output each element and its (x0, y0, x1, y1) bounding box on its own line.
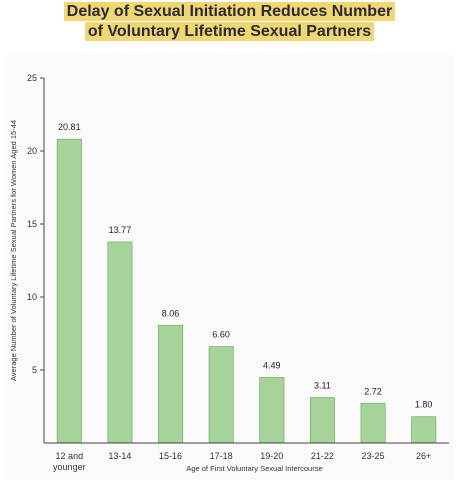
bar-value-label: 2.72 (364, 386, 382, 396)
chart-title-line-1: Delay of Sexual Initiation Reduces Numbe… (63, 2, 396, 21)
x-tick-labels: 12 and younger 13-14 15-16 17-18 19-20 21-22 23… (53, 451, 431, 472)
x-tick-label: 12 and younger (53, 451, 86, 472)
y-axis-ticks: 5 10 15 20 25 (27, 73, 44, 375)
bars (56, 138, 437, 444)
bar (107, 241, 133, 444)
x-tick-label: 15-16 (159, 451, 182, 461)
x-tick-label: 23-25 (362, 451, 385, 461)
bar-value-label: 8.06 (162, 308, 180, 318)
bar-value-label: 4.49 (263, 360, 281, 370)
x-tick-label: 17-18 (210, 451, 233, 461)
bar (309, 397, 335, 444)
bar (158, 324, 184, 444)
bar (360, 402, 386, 444)
bar-value-label: 6.60 (212, 330, 230, 340)
y-tick-label: 20 (27, 146, 37, 156)
y-tick-label: 10 (27, 292, 37, 302)
bar (411, 416, 437, 444)
y-axis-label: Average Number of Voluntary Lifetime Sex… (9, 120, 18, 381)
chart-title-line-2: of Voluntary Lifetime Sexual Partners (84, 22, 375, 41)
x-tick-label: 13-14 (108, 451, 131, 461)
bar-value-label: 1.80 (415, 400, 433, 410)
bar (259, 377, 285, 444)
y-tick-label: 25 (27, 73, 37, 83)
value-labels: 20.81 13.77 8.06 6.60 4.49 3.11 2.72 1.80 (58, 122, 432, 410)
x-tick-label: 19-20 (260, 451, 283, 461)
bar (56, 138, 82, 444)
bar-value-label: 3.11 (314, 381, 331, 391)
x-tick-label: 21-22 (311, 451, 334, 461)
x-axis-label: Age of First Voluntary Sexual Intercours… (186, 464, 322, 473)
bar (208, 346, 234, 444)
bar-value-label: 20.81 (58, 122, 81, 132)
x-tick-label: 26+ (416, 451, 431, 461)
chart-title: Delay of Sexual Initiation Reduces Numbe… (0, 2, 459, 41)
y-tick-label: 15 (27, 219, 37, 229)
bar-value-label: 13.77 (109, 225, 132, 235)
y-tick-label: 5 (32, 365, 37, 375)
